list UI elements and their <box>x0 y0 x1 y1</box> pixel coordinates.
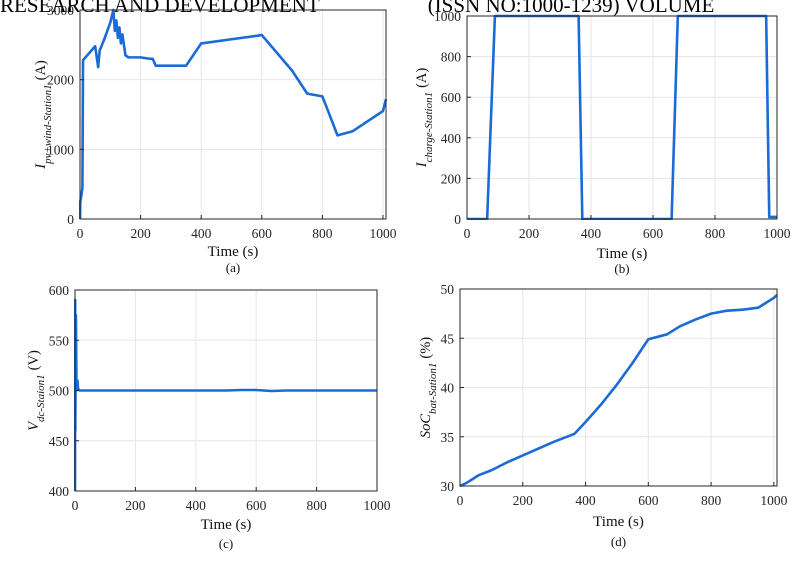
x-axis-label: Time (s) <box>593 514 644 530</box>
chart-panel: 0 200 400 600 800 1000 0 1000 2000 3000 Time (s)(a… <box>33 3 397 275</box>
y-tick-label: 200 <box>441 171 462 186</box>
y-tick-label: 2000 <box>47 73 74 88</box>
x-tick-label: 0 <box>464 226 471 241</box>
x-tick-label: 0 <box>77 226 84 241</box>
panel-caption: (b) <box>614 261 629 276</box>
x-tick-label: 800 <box>306 498 327 513</box>
x-tick-label: 800 <box>312 226 333 241</box>
x-tick-label: 0 <box>72 498 79 513</box>
y-tick-label: 800 <box>441 50 462 65</box>
journal-header-right: (ISSN NO:1000-1239) VOLUME <box>427 0 715 17</box>
x-tick-label: 1000 <box>764 226 791 241</box>
panel-caption: (c) <box>219 536 233 551</box>
y-tick-label: 35 <box>441 430 455 445</box>
x-axis-label: Time (s) <box>597 246 648 262</box>
chart-panel: 0 200 400 600 800 1000 30 35 40 45 50 Time (s) (d) So… <box>418 282 788 549</box>
y-axis-label: Vdc-Staion1(V) <box>26 350 47 431</box>
x-tick-label: 200 <box>513 493 534 508</box>
y-tick-label: 1000 <box>434 9 461 24</box>
y-tick-label: 450 <box>49 434 70 449</box>
x-tick-label: 400 <box>191 226 212 241</box>
x-tick-label: 600 <box>246 498 267 513</box>
y-tick-label: 0 <box>454 212 461 227</box>
x-tick-label: 200 <box>130 226 151 241</box>
y-tick-label: 0 <box>67 212 74 227</box>
data-series-line <box>74 298 377 492</box>
y-tick-label: 400 <box>441 131 462 146</box>
x-tick-label: 600 <box>252 226 273 241</box>
x-tick-label: 400 <box>575 493 596 508</box>
chart-panel: 0 200 400 600 800 1000 400 450 500 550 600 Time (s)… <box>26 283 391 551</box>
y-tick-label: 400 <box>49 484 70 499</box>
chart-panel: 0 200 400 600 800 1000 0 200 400 600 800 1000 Time (… <box>414 9 791 276</box>
axes-box <box>466 15 778 220</box>
data-series-line <box>459 293 778 487</box>
y-tick-label: 600 <box>441 90 462 105</box>
x-tick-label: 800 <box>705 226 726 241</box>
y-tick-label: 45 <box>441 331 455 346</box>
data-series-line <box>467 14 777 220</box>
axes-box <box>79 9 387 220</box>
data-series-line <box>79 8 387 220</box>
x-tick-label: 1000 <box>369 226 396 241</box>
x-tick-label: 1000 <box>364 498 391 513</box>
y-axis-label: Ipv+wind-Station1(A) <box>33 60 54 170</box>
panel-caption: (d) <box>611 534 626 549</box>
y-tick-label: 3000 <box>47 3 74 18</box>
y-tick-label: 50 <box>441 282 455 297</box>
y-tick-label: 30 <box>441 479 455 494</box>
x-tick-label: 600 <box>638 493 659 508</box>
y-tick-label: 1000 <box>47 142 74 157</box>
y-tick-label: 500 <box>49 384 70 399</box>
x-tick-label: 200 <box>519 226 540 241</box>
x-tick-label: 600 <box>643 226 664 241</box>
x-tick-label: 0 <box>457 493 464 508</box>
x-tick-label: 400 <box>581 226 602 241</box>
y-tick-label: 550 <box>49 333 70 348</box>
y-tick-label: 40 <box>441 381 455 396</box>
x-axis-label: Time (s) <box>208 244 259 260</box>
y-tick-label: 600 <box>49 283 70 298</box>
panel-caption: (a) <box>226 260 240 275</box>
x-tick-label: 1000 <box>760 493 787 508</box>
y-axis-label: Icharge-Station1(A) <box>414 68 435 169</box>
x-tick-label: 200 <box>125 498 146 513</box>
x-axis-label: Time (s) <box>201 517 252 533</box>
x-tick-label: 400 <box>186 498 207 513</box>
x-tick-label: 800 <box>701 493 722 508</box>
y-axis-label: SoCbat-Sation1(%) <box>418 337 439 438</box>
